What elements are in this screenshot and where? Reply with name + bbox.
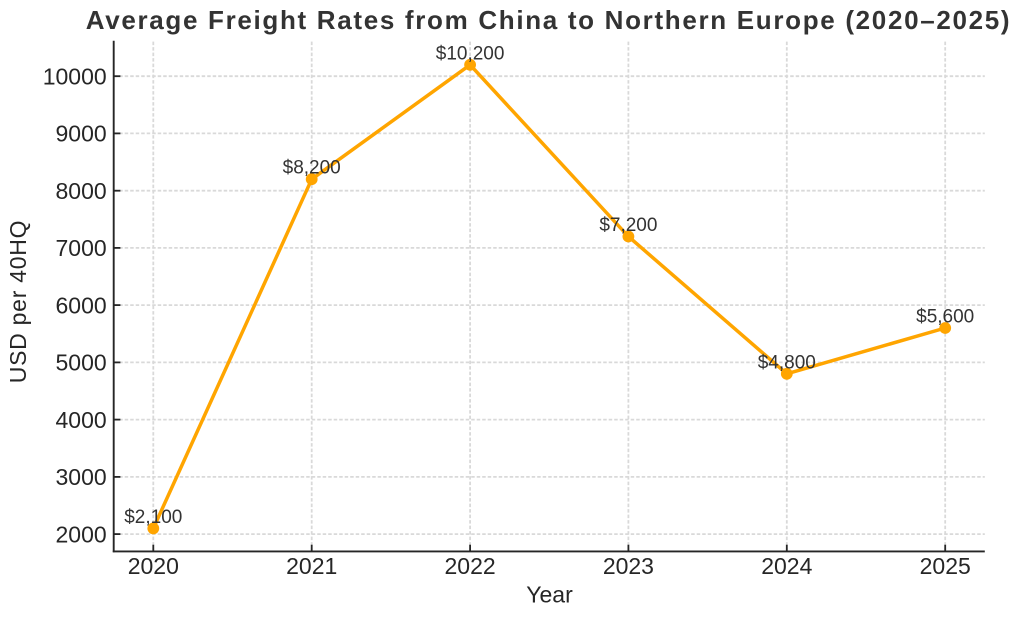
svg-text:$2,100: $2,100 (124, 507, 182, 528)
svg-text:5000: 5000 (56, 350, 107, 376)
svg-text:2022: 2022 (445, 553, 496, 579)
svg-text:2025: 2025 (920, 553, 971, 579)
svg-text:9000: 9000 (56, 121, 107, 147)
svg-text:Average Freight Rates from Chi: Average Freight Rates from China to Nort… (86, 5, 1012, 35)
svg-text:8000: 8000 (56, 178, 107, 204)
svg-text:6000: 6000 (56, 292, 107, 318)
svg-text:$7,200: $7,200 (599, 215, 657, 236)
svg-text:$8,200: $8,200 (283, 158, 341, 179)
svg-text:2024: 2024 (761, 553, 812, 579)
svg-text:$5,600: $5,600 (916, 307, 974, 328)
svg-text:2020: 2020 (128, 553, 179, 579)
svg-text:4000: 4000 (56, 407, 107, 433)
svg-text:2023: 2023 (603, 553, 654, 579)
svg-text:10000: 10000 (43, 63, 107, 89)
svg-text:Year: Year (526, 582, 573, 608)
svg-text:$4,800: $4,800 (758, 352, 816, 373)
svg-text:7000: 7000 (56, 235, 107, 261)
svg-text:$10,200: $10,200 (436, 43, 505, 64)
svg-text:3000: 3000 (56, 464, 107, 490)
svg-text:USD per 40HQ: USD per 40HQ (5, 220, 31, 384)
svg-text:2021: 2021 (286, 553, 337, 579)
svg-text:2000: 2000 (56, 521, 107, 547)
